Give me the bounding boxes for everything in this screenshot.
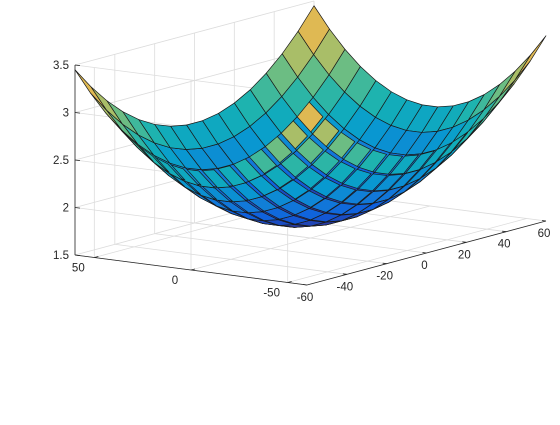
x-tick-mark [502,230,507,233]
z-tick-mark [74,64,81,66]
z-tick-mark [74,159,81,161]
y-tick-label: -50 [263,288,280,300]
x-tick-mark [422,252,427,254]
surface-patch [483,70,516,111]
axis-lines [74,64,547,286]
y-tick-label: 50 [72,263,85,275]
x-tick-label: -20 [376,271,393,283]
x-tick-label: -40 [337,281,354,293]
x-tick-label: -60 [297,292,314,304]
tick-labels: -60 -40 -20 0 20 40 60 -50 0 501.5 2 2.5 3 3.5 [53,60,550,304]
x-tick-mark [302,284,308,286]
x-tick-label: 20 [458,249,471,261]
z-tick-mark [74,112,81,114]
x-tick-mark [541,220,547,222]
z-tick-label: 3.5 [53,60,69,72]
y-tick-label: 0 [172,275,178,287]
x-tick-label: 0 [421,260,427,272]
surface-mesh [74,5,547,228]
y-tick-mark [190,268,196,271]
surface-patch [498,54,531,98]
x-tick-mark [462,241,467,243]
z-tick-label: 2.5 [53,155,69,167]
z-tick-mark [74,254,81,256]
surface-patch [514,35,547,81]
z-tick-mark [74,207,81,209]
x-tick-mark [382,262,387,265]
y-tick-mark [287,281,292,283]
y-tick-mark [94,256,99,258]
x-tick-mark [342,273,347,275]
x-tick-label: 60 [538,228,551,240]
z-tick-label: 1.5 [53,250,69,262]
surface-patch [90,86,123,125]
surface-patch [74,69,107,111]
z-tick-label: 2 [63,203,69,215]
x-tick-label: 40 [498,239,511,251]
z-tick-label: 3 [63,108,69,120]
